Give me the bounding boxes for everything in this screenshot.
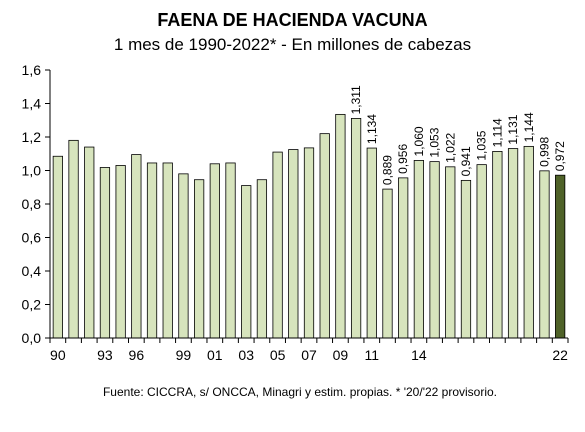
bar-2009: [350, 118, 362, 339]
data-label-2018: 1,114: [490, 118, 504, 147]
y-tick-label: 1,2: [22, 129, 42, 145]
bar-2008: [335, 113, 346, 339]
data-label-2009: 1,311: [349, 85, 363, 114]
chart-subtitle: 1 mes de 1990-2022* - En millones de cab…: [113, 35, 472, 54]
bar-1997: [162, 162, 173, 339]
data-label-2016: 0,941: [459, 146, 473, 176]
x-tick-label: 05: [270, 347, 286, 363]
bar-2011: [382, 188, 393, 339]
bar-1995: [131, 154, 142, 339]
data-label-2013: 1,060: [412, 126, 426, 156]
bar-2001: [225, 162, 236, 339]
bar-1993: [99, 167, 111, 339]
data-label-2014: 1,053: [428, 127, 442, 157]
x-tick-label: 14: [411, 347, 427, 363]
bar-1999: [194, 179, 205, 339]
bar-2003: [256, 179, 268, 339]
x-tick-label: 22: [552, 347, 568, 363]
source-note: Fuente: CICCRA, s/ ONCCA, Minagri y esti…: [102, 385, 498, 399]
bar-2006: [303, 147, 315, 339]
bar-2015: [445, 166, 456, 339]
data-label-2012: 0,956: [396, 144, 410, 174]
bar-2004: [272, 151, 283, 339]
bar-1998: [178, 173, 189, 339]
y-tick-label: 1,0: [22, 163, 42, 179]
x-tick-label: 03: [238, 347, 254, 363]
bar-2010: [366, 147, 377, 339]
y-tick-label: 0,0: [22, 330, 42, 346]
data-label-2020: 1,144: [522, 112, 536, 142]
chart-title: FAENA DE HACIENDA VACUNA: [157, 10, 428, 30]
x-tick-label: 09: [333, 347, 349, 363]
bar-2018: [492, 151, 503, 339]
data-label-2015: 1,022: [443, 132, 457, 162]
y-tick-label: 0,8: [22, 196, 42, 212]
bar-2021: [539, 170, 550, 339]
data-label-2011: 0,889: [380, 155, 394, 185]
x-tick-label: 11: [365, 347, 380, 363]
x-tick-label: 07: [301, 347, 317, 363]
bar-1992: [84, 146, 95, 339]
bar-2020: [523, 145, 534, 339]
y-tick-label: 1,6: [22, 62, 42, 78]
y-tick-label: 1,4: [22, 96, 42, 112]
x-tick-label: 90: [50, 347, 66, 363]
data-label-2021: 0,998: [537, 136, 551, 166]
bar-2019: [507, 148, 519, 339]
bar-2014: [429, 161, 440, 339]
data-label-2019: 1,131: [506, 114, 520, 144]
bar-2017: [476, 164, 487, 339]
x-tick-label: 99: [176, 347, 192, 363]
y-tick-label: 0,6: [22, 230, 42, 246]
bar-1994: [115, 165, 126, 339]
x-tick-label: 96: [129, 347, 145, 363]
bar-2016: [460, 179, 472, 339]
bar-1991: [68, 139, 79, 339]
bar-2007: [319, 133, 330, 339]
data-label-2017: 1,035: [475, 130, 489, 160]
bar-2000: [209, 163, 220, 339]
x-tick-label: 93: [97, 347, 113, 363]
bar-2005: [288, 149, 299, 339]
bar-2002: [241, 185, 252, 339]
bar-1996: [146, 162, 158, 339]
y-tick-label: 0,2: [22, 297, 42, 313]
data-label-2010: 1,134: [365, 114, 379, 144]
bar-2013: [413, 160, 424, 339]
data-label-2022: 0,972: [553, 141, 567, 171]
bar-2012: [398, 177, 409, 339]
bar-1990: [52, 155, 63, 339]
x-tick-label: 01: [207, 347, 223, 363]
bar-2022: [555, 174, 566, 339]
y-tick-label: 0,4: [22, 263, 42, 279]
